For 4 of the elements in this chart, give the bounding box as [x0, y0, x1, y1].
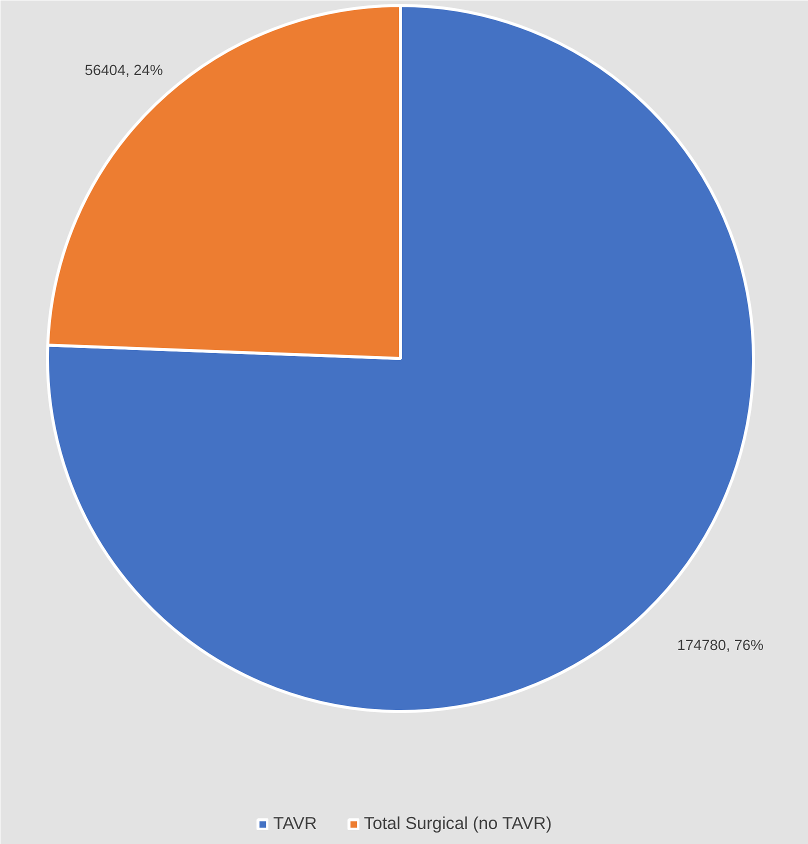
data-label: 56404, 24% [84, 63, 163, 80]
legend-label: Total Surgical (no TAVR) [364, 813, 552, 834]
data-label: 174780, 76% [677, 638, 764, 654]
legend-label: TAVR [273, 813, 317, 834]
